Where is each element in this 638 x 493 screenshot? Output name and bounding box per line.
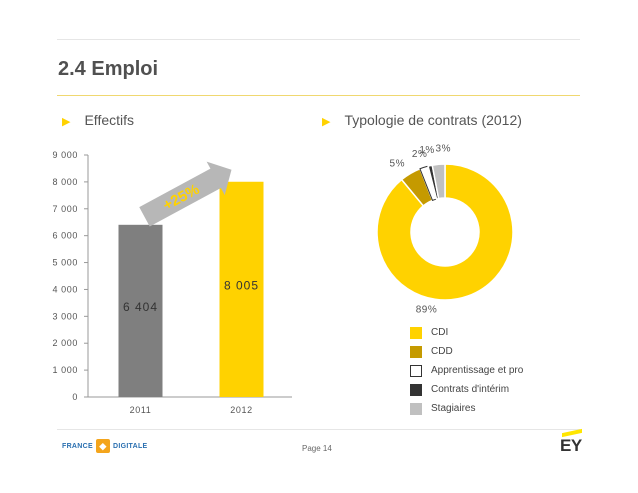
bullet-arrow-icon: ▶ [62, 116, 71, 128]
section-effectifs: ▶ Effectifs [62, 112, 134, 128]
bar-chart-effectifs: 0 1 000 2 000 3 000 4 000 5 000 6 000 7 000 8 00… [52, 150, 292, 415]
x-tick-label: 2012 [230, 405, 252, 415]
slice-label: 2% [412, 149, 427, 160]
legend-swatch [410, 327, 422, 339]
legend-swatch [410, 365, 422, 377]
slice-label: 89% [416, 305, 438, 316]
legend-label: CDI [431, 327, 449, 338]
page-number: Page 14 [302, 444, 332, 453]
ey-logo: EY [560, 428, 582, 456]
section-typologie-label: Typologie de contrats (2012) [344, 112, 522, 128]
title-rule [57, 95, 580, 96]
bar-2011 [118, 224, 163, 397]
legend-label: Contrats d'intérim [431, 384, 510, 395]
footer-rule [57, 429, 580, 430]
y-tick-label: 1 000 [52, 365, 78, 375]
y-tick-label: 5 000 [52, 258, 78, 268]
y-tick-label: 3 000 [52, 311, 78, 321]
y-tick-label: 6 000 [52, 231, 78, 241]
slice-label: 3% [436, 143, 451, 154]
bar-value-label: 8 005 [224, 278, 259, 292]
logo-digitale-text: DIGITALE [112, 442, 148, 450]
y-tick-label: 9 000 [52, 150, 78, 160]
logo-badge-icon: ◆ [95, 439, 110, 453]
y-tick-label: 2 000 [52, 338, 78, 348]
growth-arrow-icon [139, 161, 232, 227]
france-digitale-logo: FRANCE ◆ DIGITALE [62, 437, 148, 455]
section-typologie: ▶ Typologie de contrats (2012) [322, 112, 522, 128]
slice-stagiaires [431, 163, 446, 200]
logo-france-text: FRANCE [62, 442, 93, 450]
legend-label: CDD [431, 346, 453, 357]
y-tick-label: 8 000 [52, 177, 78, 187]
legend-swatch [410, 346, 422, 358]
bar-value-label: 6 404 [123, 300, 158, 314]
slice-label: 5% [390, 158, 405, 169]
top-rule [57, 39, 580, 40]
x-tick-label: 2011 [130, 405, 152, 415]
legend-swatch [410, 403, 422, 415]
bar-2012 [219, 181, 264, 397]
y-tick-label: 7 000 [52, 204, 78, 214]
bullet-arrow-icon: ▶ [322, 116, 331, 128]
section-effectifs-label: Effectifs [84, 112, 135, 128]
legend-label: Stagiaires [431, 403, 476, 414]
y-tick-label: 4 000 [52, 284, 78, 294]
ey-logo-text: EY [560, 436, 582, 455]
y-tick-label: 0 [72, 392, 78, 402]
legend-swatch [410, 384, 422, 396]
page-title: 2.4 Emploi [58, 58, 159, 80]
donut-chart-contrats: 89% 5% 2%1% 3% [376, 143, 514, 316]
legend-label: Apprentissage et pro [431, 365, 524, 376]
slice-cdi [376, 163, 514, 301]
slice-label: 1% [419, 145, 434, 156]
